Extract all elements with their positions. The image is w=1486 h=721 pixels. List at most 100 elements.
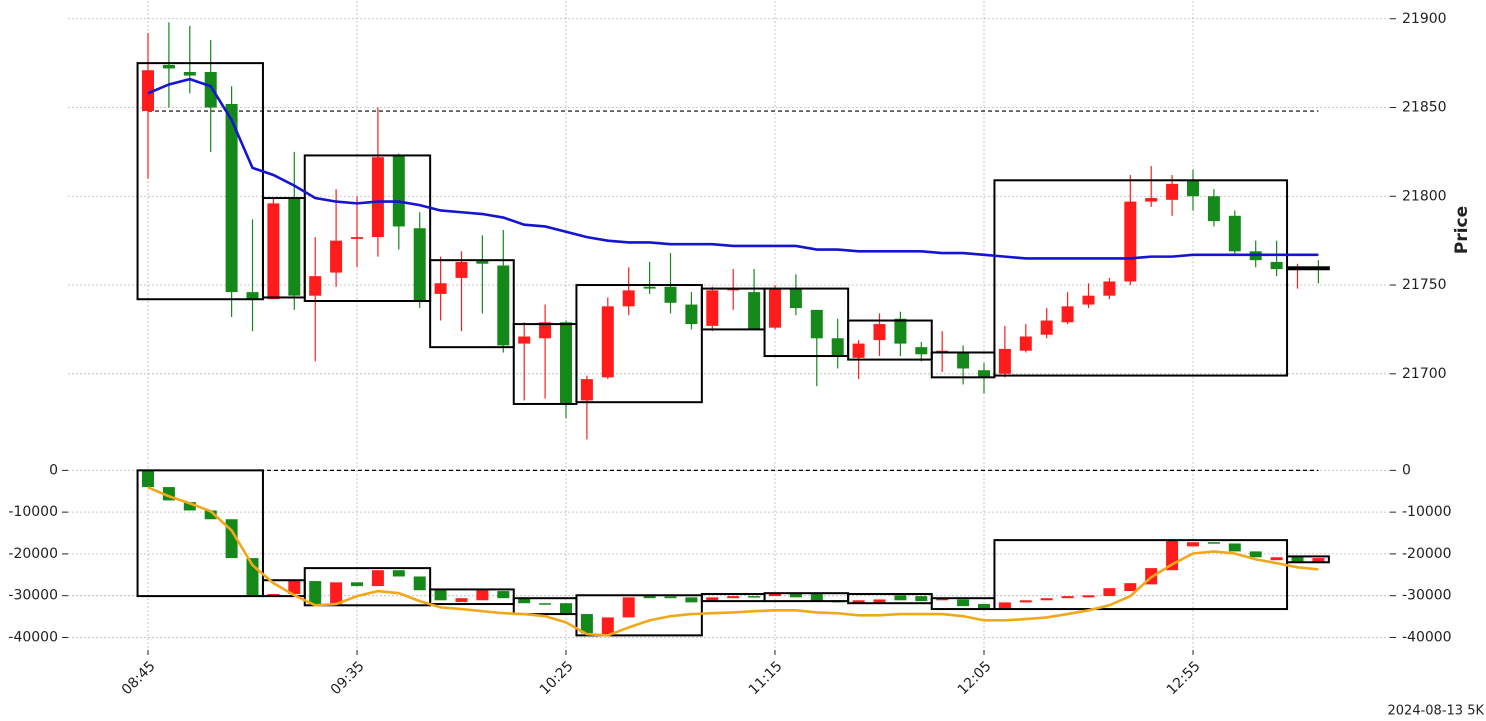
candle-body — [371, 157, 384, 238]
y-tick-label: -10000 — [8, 504, 58, 520]
x-tick-label: 12:55 — [1164, 658, 1204, 698]
candle-body — [1207, 196, 1220, 222]
candle-body — [727, 596, 740, 599]
candle-body — [434, 283, 447, 294]
candle-body — [706, 290, 719, 326]
candle-body — [998, 348, 1011, 374]
candle-body — [1103, 588, 1116, 597]
range-box — [847, 319, 933, 361]
range-box — [575, 284, 703, 404]
range-box — [303, 154, 432, 303]
candle-body — [936, 598, 949, 601]
candle-body — [873, 324, 886, 341]
candle-body — [434, 590, 447, 601]
candle-body — [957, 352, 970, 369]
candle-body — [330, 240, 343, 273]
candle-body — [601, 306, 614, 378]
candle-body — [601, 617, 614, 635]
y-tick-label: 21800 — [1402, 188, 1447, 204]
y-tick-label: 21700 — [1402, 366, 1447, 382]
x-tick-label: 10:25 — [537, 658, 577, 698]
candle-body — [560, 322, 572, 404]
candle-body — [706, 597, 719, 602]
candle-body — [580, 614, 593, 634]
candle-body — [183, 72, 196, 76]
candle-body — [685, 304, 698, 325]
range-box — [136, 469, 264, 598]
candle-body — [413, 228, 426, 302]
candle-body — [1166, 183, 1179, 200]
candle-body — [1082, 595, 1095, 598]
candle-body — [518, 598, 531, 604]
candle-body — [267, 594, 280, 597]
candle-body — [810, 594, 823, 602]
caption: 2024-08-13 5K — [1388, 704, 1485, 719]
candle-body — [769, 594, 781, 597]
candle-body — [142, 470, 154, 488]
candle-body — [1019, 336, 1032, 351]
candle-body — [664, 596, 677, 599]
candle-body — [831, 338, 844, 357]
candle-body — [204, 72, 217, 108]
candle-body — [392, 155, 405, 227]
x-tick-label: 09:35 — [328, 658, 368, 698]
candle-body — [476, 260, 489, 264]
candle-body — [309, 581, 322, 605]
y-tick-label: -30000 — [1402, 588, 1452, 604]
candle-body — [685, 597, 698, 603]
candle-body — [852, 343, 865, 358]
candle-body — [748, 292, 761, 330]
candle-body — [643, 596, 656, 599]
candle-body — [371, 570, 384, 587]
candle-body — [518, 336, 531, 344]
candle-body — [852, 600, 865, 604]
range-box — [993, 179, 1289, 377]
candle-body — [288, 581, 301, 595]
candle-body — [1291, 557, 1304, 562]
y-axis-label: Price — [1452, 206, 1472, 254]
y-tick-label: -20000 — [1402, 546, 1452, 562]
candle-body — [183, 502, 196, 511]
candle-body — [225, 103, 238, 293]
candle-body — [1187, 542, 1199, 547]
x-tick-label: 11:15 — [746, 658, 786, 698]
candle-body — [1082, 295, 1095, 305]
y-tick-label: 0 — [1402, 462, 1411, 478]
candle-body — [455, 598, 468, 602]
candle-body — [330, 582, 343, 605]
candle-body — [1040, 598, 1053, 601]
range-box — [303, 567, 432, 607]
candle-body — [643, 286, 656, 289]
candle-body — [351, 237, 363, 239]
candle-body — [267, 203, 280, 300]
candle-body — [1187, 180, 1199, 197]
candle-body — [1207, 542, 1220, 544]
candle-body — [1019, 600, 1032, 603]
candle-body — [1040, 320, 1053, 335]
range-box — [575, 594, 703, 637]
candle-body — [1270, 557, 1283, 561]
candle-body — [622, 597, 635, 618]
candle-body — [351, 582, 363, 587]
candle-body — [476, 590, 489, 601]
candle-body — [580, 379, 593, 401]
y-tick-label: 21850 — [1402, 100, 1447, 116]
candle-body — [789, 594, 802, 598]
x-tick-label: 08:45 — [119, 658, 159, 698]
average-line — [147, 486, 1319, 637]
candle-body — [978, 370, 990, 378]
y-tick-label: -30000 — [8, 588, 58, 604]
y-tick-label: -10000 — [1402, 504, 1452, 520]
candle-body — [455, 261, 468, 278]
candle-body — [1228, 215, 1241, 252]
candle-body — [748, 596, 761, 598]
candle-body — [288, 198, 301, 296]
candle-body — [1061, 596, 1074, 599]
candle-body — [1312, 558, 1325, 562]
candle-body — [1061, 306, 1074, 323]
candle-body — [246, 292, 259, 300]
candle-body — [1228, 543, 1241, 552]
candle-body — [539, 603, 552, 605]
candle-body — [998, 602, 1011, 610]
